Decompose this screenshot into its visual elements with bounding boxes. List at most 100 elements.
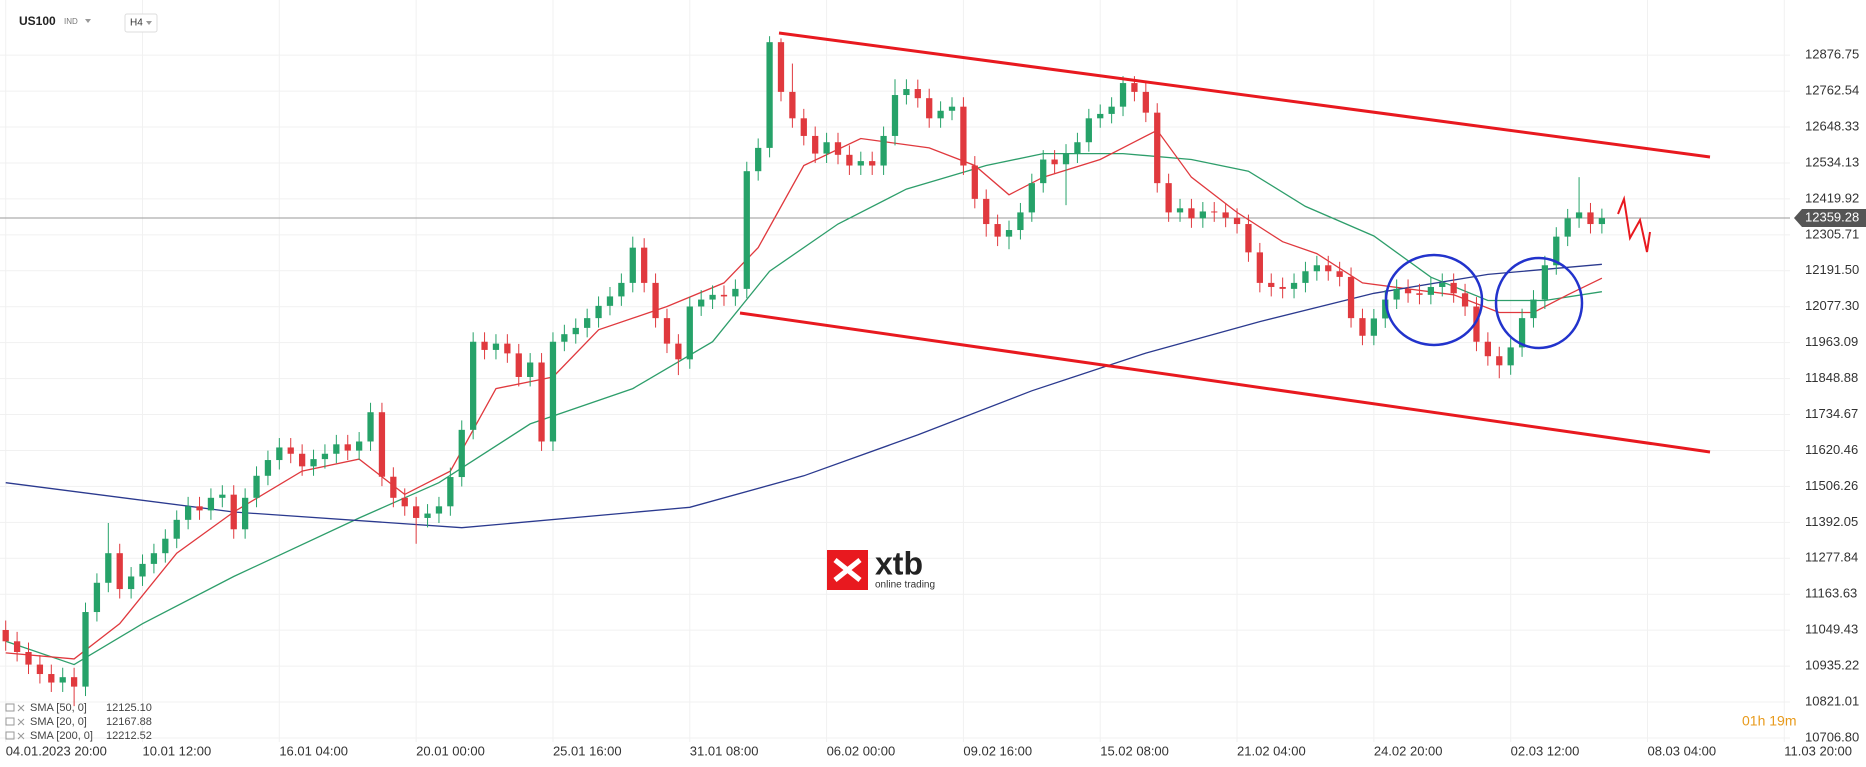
candle-body [13, 641, 21, 653]
x-tick-label: 21.02 04:00 [1237, 743, 1306, 758]
candle-body [1393, 288, 1400, 300]
candle-body [1062, 153, 1070, 165]
projection-scribble [1617, 195, 1651, 253]
candle-body [1017, 212, 1024, 231]
candle-body [629, 247, 636, 283]
candle-body [1256, 252, 1263, 283]
candle-body [584, 318, 591, 328]
candle-body [59, 677, 66, 683]
candle-body [652, 282, 659, 319]
candles [2, 36, 1606, 707]
candle-body [1233, 217, 1241, 225]
candle-body [435, 506, 443, 514]
candle-body [618, 282, 625, 297]
candle-body [823, 142, 830, 154]
candle-body [1074, 142, 1081, 154]
candle-body [1575, 212, 1583, 219]
candle-body [184, 506, 192, 520]
x-tick-label: 16.01 04:00 [279, 743, 348, 758]
candle-body [470, 341, 477, 430]
x-tick-label: 11.03 20:00 [1784, 743, 1852, 758]
candle-body [1518, 318, 1526, 348]
y-tick-label: 10935.22 [1805, 658, 1859, 673]
candle-body [937, 110, 944, 119]
candle-body [1005, 230, 1013, 237]
legend-value: 12125.10 [106, 702, 152, 714]
candle-body [333, 444, 340, 454]
candle-body [857, 161, 864, 166]
candle-body [447, 477, 454, 507]
candle-body [1427, 286, 1434, 295]
x-tick-label: 08.03 04:00 [1647, 743, 1716, 758]
candle-body [356, 441, 363, 451]
candle-body [869, 161, 876, 166]
candle-body [606, 296, 614, 306]
legend-name: SMA [200, 0] [30, 730, 93, 742]
candle-body [127, 576, 135, 590]
candle-body [116, 553, 123, 590]
circle-highlight [1384, 253, 1484, 347]
symbol[interactable]: US100 [19, 14, 56, 28]
candle-body [698, 299, 705, 307]
logo-brand: xtb [875, 545, 923, 581]
y-tick-label: 12876.75 [1805, 47, 1859, 62]
sma-line [5, 129, 1603, 660]
candle-body [1040, 159, 1047, 184]
candle-body [139, 563, 146, 577]
candle-body [994, 224, 1001, 237]
y-tick-label: 11963.09 [1805, 334, 1858, 349]
candle-body [732, 288, 739, 297]
candle-body [1359, 318, 1366, 336]
candle-body [105, 553, 112, 583]
candle-body [230, 494, 237, 530]
annotations [739, 31, 1711, 454]
sma-line [5, 152, 1602, 666]
candle-body [1439, 282, 1446, 287]
candle-body [1587, 212, 1594, 225]
interval[interactable]: H4 [130, 18, 143, 29]
candle-body [766, 42, 773, 148]
candle-body [1199, 211, 1206, 219]
legend-close [17, 704, 25, 712]
candle-body [709, 294, 716, 300]
candle-body [1496, 356, 1503, 366]
candle-body [1461, 293, 1469, 307]
logo-tagline: online trading [875, 580, 935, 591]
candle-body [70, 677, 78, 687]
candle-body [1302, 271, 1309, 283]
candle-body [891, 95, 899, 136]
candle-body [378, 412, 386, 477]
y-tick-label: 12648.33 [1805, 118, 1859, 133]
candle-body [401, 497, 408, 507]
candle-body [595, 305, 602, 319]
y-tick-label: 12077.30 [1805, 298, 1859, 313]
candle-body [846, 154, 853, 166]
x-tick-label: 02.03 12:00 [1511, 743, 1580, 758]
candle-body [1176, 208, 1184, 213]
candle-body [276, 447, 283, 461]
candle-body [219, 494, 226, 498]
y-tick-label: 10821.01 [1805, 693, 1859, 708]
y-tick-label: 12534.13 [1805, 154, 1859, 169]
y-tick-label: 11163.63 [1805, 586, 1857, 601]
candle-body [1290, 282, 1298, 289]
candle-body [344, 444, 351, 451]
interval-button[interactable] [124, 13, 158, 33]
sma-lines [5, 129, 1603, 666]
x-tick-label: 09.02 16:00 [963, 743, 1032, 758]
candle-body [264, 460, 272, 476]
candle-body [287, 447, 294, 454]
candle-body [1245, 224, 1252, 253]
candle-body [1541, 265, 1549, 300]
x-tick-label: 04.01.2023 20:00 [6, 743, 107, 758]
candle-body [880, 135, 887, 166]
candle-body [1598, 218, 1606, 225]
dropdown-arrow [85, 19, 91, 23]
candle-body [25, 652, 32, 665]
candle-body [1028, 183, 1035, 213]
candle-body [93, 582, 101, 613]
candle-body [903, 89, 910, 96]
legend-name: SMA [50, 0] [30, 702, 87, 714]
candle-body [789, 91, 796, 119]
